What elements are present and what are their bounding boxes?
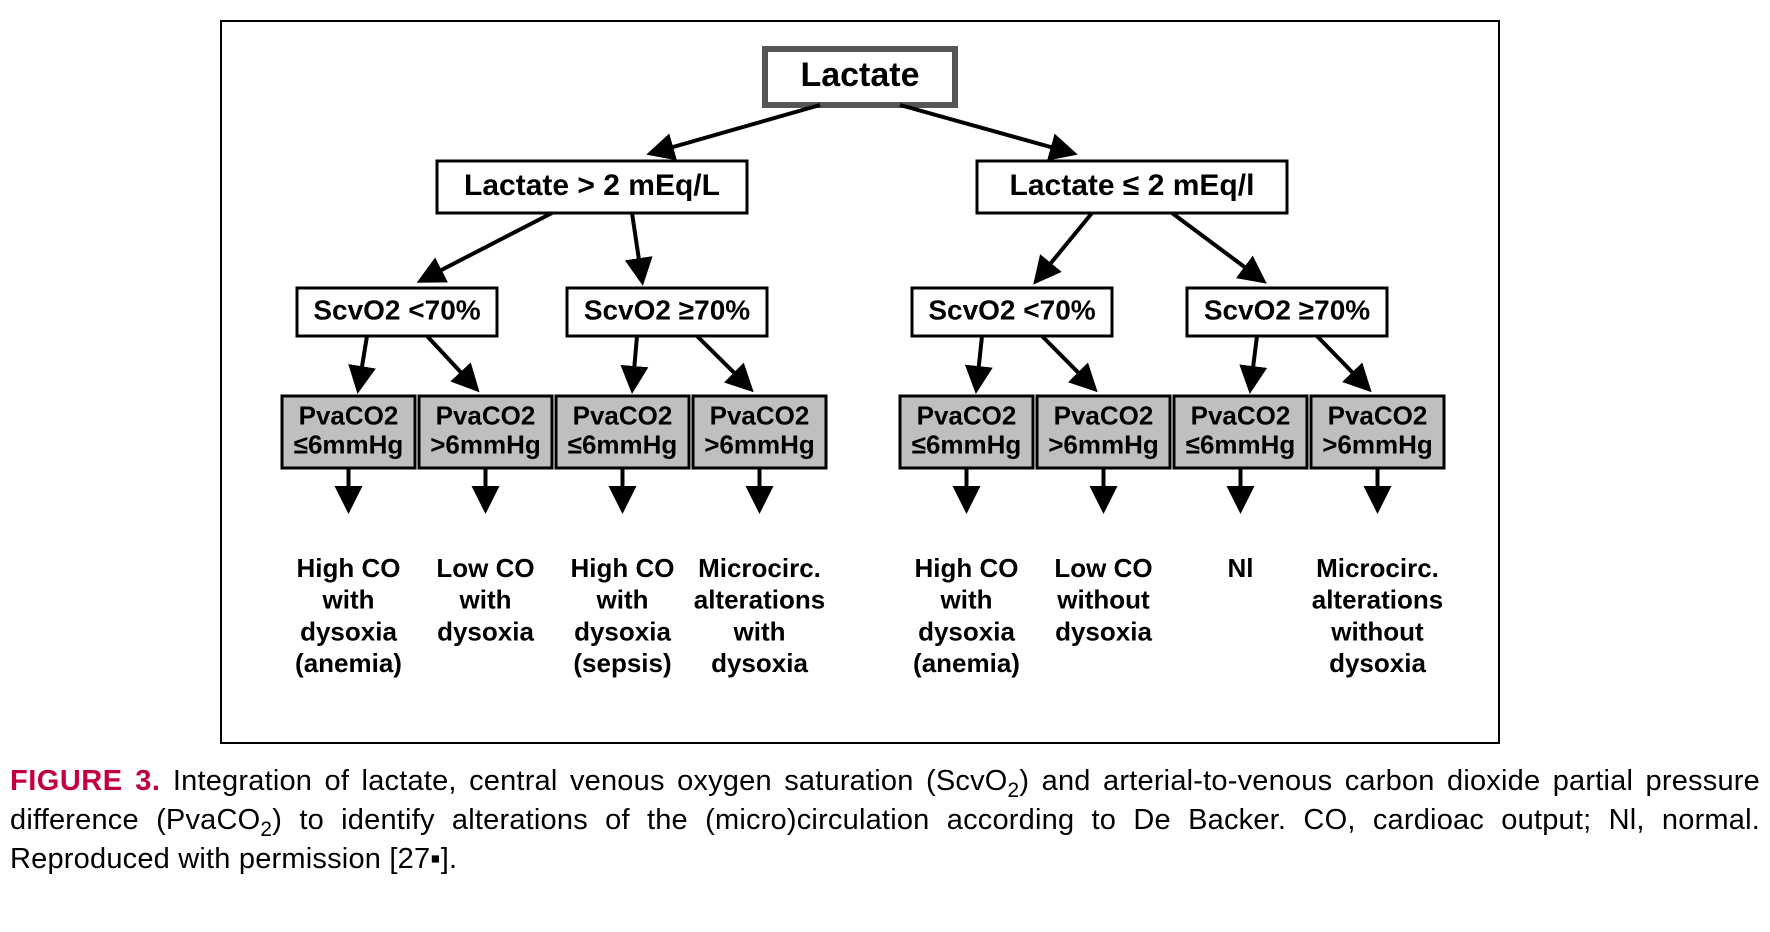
node-lac_lo: Lactate ≤ 2 mEq/l <box>977 161 1287 213</box>
node-s3: ScvO2 <70% <box>912 288 1112 336</box>
leaf-o7: Nl <box>1228 553 1254 583</box>
svg-text:PvaCO2>6mmHg: PvaCO2>6mmHg <box>1048 400 1159 459</box>
edge-s3-p5 <box>977 336 983 388</box>
svg-text:PvaCO2>6mmHg: PvaCO2>6mmHg <box>1322 400 1433 459</box>
edge-l2a-s1 <box>422 213 552 280</box>
leaf-o4: Microcirc.alterationswithdysoxia <box>694 553 826 678</box>
caption-text-1: Integration of lactate, central venous o… <box>160 765 1007 797</box>
node-lac_hi: Lactate > 2 mEq/L <box>437 161 747 213</box>
flowchart-frame: Lactate Lactate > 2 mEq/L Lactate ≤ 2 mEq/… <box>220 20 1500 744</box>
edge-s2-p4 <box>697 336 750 388</box>
caption-sub-1: 2 <box>1008 779 1020 802</box>
figure-caption: FIGURE 3. Integration of lactate, centra… <box>10 762 1760 879</box>
root-lactate: Lactate <box>765 49 955 105</box>
edge-s4-p8 <box>1317 336 1368 388</box>
svg-text:Lactate: Lactate <box>800 56 919 94</box>
node-s4: ScvO2 ≥70% <box>1187 288 1387 336</box>
edge-root-l2a <box>652 105 820 153</box>
leaf-o2: Low COwithdysoxia <box>436 553 534 646</box>
edge-s1-p2 <box>427 336 476 388</box>
flowchart-svg: Lactate Lactate > 2 mEq/L Lactate ≤ 2 mEq/… <box>222 22 1498 742</box>
svg-text:PvaCO2>6mmHg: PvaCO2>6mmHg <box>430 400 541 459</box>
edge-l2a-s2 <box>632 213 642 280</box>
page: Lactate Lactate > 2 mEq/L Lactate ≤ 2 mEq/… <box>0 0 1770 899</box>
edge-s1-p1 <box>359 336 368 388</box>
caption-sub-2: 2 <box>260 818 272 841</box>
leaf-o8: Microcirc.alterationswithoutdysoxia <box>1312 553 1444 678</box>
node-s2: ScvO2 ≥70% <box>567 288 767 336</box>
figure-label: FIGURE 3. <box>10 765 160 797</box>
caption-text-3: ) to identify alterations of the (micro)… <box>10 804 1760 875</box>
leaf-o6: Low COwithoutdysoxia <box>1054 553 1152 646</box>
leaf-o5: High COwithdysoxia(anemia) <box>913 553 1020 678</box>
edge-s2-p3 <box>633 336 638 388</box>
svg-text:PvaCO2≤6mmHg: PvaCO2≤6mmHg <box>294 400 404 459</box>
node-p4: PvaCO2>6mmHg <box>693 396 826 468</box>
svg-text:ScvO2 ≥70%: ScvO2 ≥70% <box>584 294 750 325</box>
svg-text:Lactate > 2 mEq/L: Lactate > 2 mEq/L <box>464 169 720 202</box>
caption-bullet: ▪ <box>430 843 440 875</box>
edge-l2b-s4 <box>1172 213 1262 280</box>
node-p5: PvaCO2≤6mmHg <box>900 396 1033 468</box>
node-p8: PvaCO2>6mmHg <box>1311 396 1444 468</box>
svg-text:PvaCO2≤6mmHg: PvaCO2≤6mmHg <box>912 400 1022 459</box>
node-p3: PvaCO2≤6mmHg <box>556 396 689 468</box>
svg-text:Lactate ≤ 2 mEq/l: Lactate ≤ 2 mEq/l <box>1010 169 1255 202</box>
svg-text:PvaCO2≤6mmHg: PvaCO2≤6mmHg <box>1186 400 1296 459</box>
edge-s3-p6 <box>1042 336 1094 388</box>
edge-root-l2b <box>900 105 1072 153</box>
edge-s4-p7 <box>1251 336 1258 388</box>
leaf-o1: High COwithdysoxia(anemia) <box>295 553 402 678</box>
node-p7: PvaCO2≤6mmHg <box>1174 396 1307 468</box>
svg-text:ScvO2 <70%: ScvO2 <70% <box>313 294 480 325</box>
caption-text-4: ]. <box>441 843 458 875</box>
node-p2: PvaCO2>6mmHg <box>419 396 552 468</box>
svg-text:PvaCO2≤6mmHg: PvaCO2≤6mmHg <box>568 400 678 459</box>
edge-l2b-s3 <box>1037 213 1092 280</box>
svg-text:PvaCO2>6mmHg: PvaCO2>6mmHg <box>704 400 815 459</box>
node-s1: ScvO2 <70% <box>297 288 497 336</box>
svg-text:ScvO2 ≥70%: ScvO2 ≥70% <box>1204 294 1370 325</box>
node-p1: PvaCO2≤6mmHg <box>282 396 415 468</box>
leaf-o3: High COwithdysoxia(sepsis) <box>571 553 675 678</box>
svg-text:ScvO2 <70%: ScvO2 <70% <box>928 294 1095 325</box>
node-p6: PvaCO2>6mmHg <box>1037 396 1170 468</box>
